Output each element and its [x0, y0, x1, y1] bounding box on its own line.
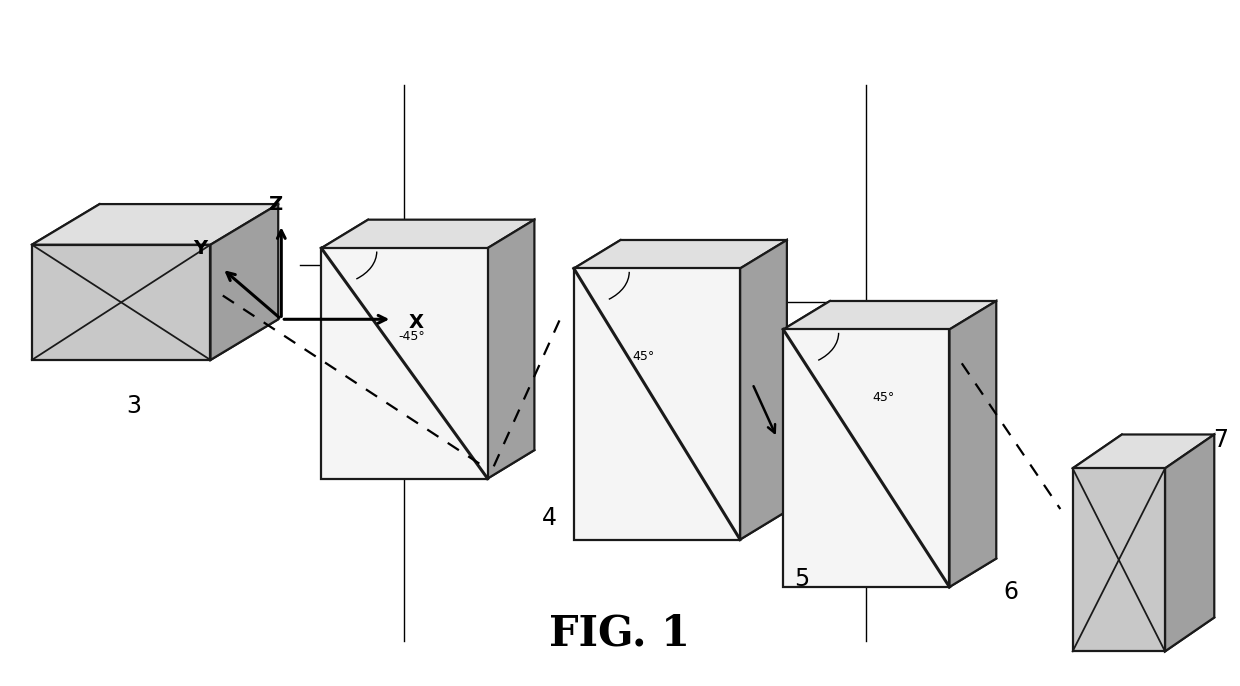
Polygon shape [1073, 469, 1166, 651]
Text: Z: Z [268, 196, 283, 214]
Polygon shape [32, 204, 278, 245]
Text: Y: Y [193, 239, 207, 259]
Text: 4: 4 [542, 506, 557, 530]
Polygon shape [321, 248, 487, 479]
Polygon shape [1166, 434, 1214, 651]
Polygon shape [950, 301, 996, 587]
Text: X: X [408, 314, 423, 332]
Polygon shape [211, 204, 278, 360]
Polygon shape [32, 245, 211, 360]
Polygon shape [784, 329, 950, 587]
Text: 45°: 45° [632, 350, 655, 363]
Polygon shape [740, 240, 787, 539]
Polygon shape [574, 240, 787, 268]
Text: 6: 6 [1003, 580, 1018, 604]
Text: 3: 3 [126, 394, 141, 418]
Polygon shape [1073, 434, 1214, 469]
Text: 7: 7 [1213, 427, 1228, 451]
Text: FIG. 1: FIG. 1 [549, 613, 691, 654]
Text: 5: 5 [794, 567, 810, 591]
Polygon shape [321, 220, 534, 248]
Polygon shape [487, 220, 534, 479]
Text: -45°: -45° [398, 330, 425, 343]
Polygon shape [574, 268, 740, 539]
Text: 45°: 45° [873, 391, 895, 404]
Polygon shape [784, 301, 996, 329]
